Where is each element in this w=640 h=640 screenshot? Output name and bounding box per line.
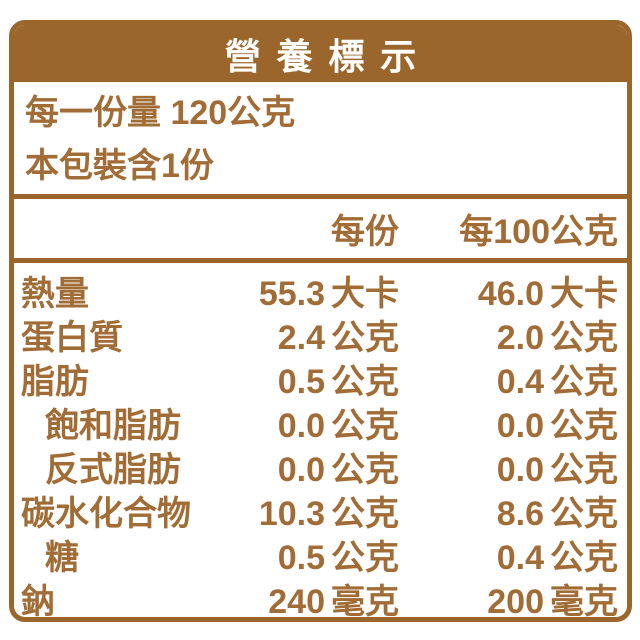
value-number: 0.4 [496,539,544,577]
value-unit: 公克 [331,495,399,533]
table-row-sodium: 鈉 240 毫克 200 毫克 [14,574,627,617]
value-unit: 公克 [550,407,618,445]
value-number: 200 [487,583,544,621]
per-100g-value: 46.0 大卡 [399,266,618,315]
page-title: 營養標示 [224,35,433,77]
title-band: 營養標示 [14,25,627,82]
value-number: 55.3 [258,275,325,313]
nutrient-table: 熱量 55.3 大卡 46.0 大卡 蛋白質 2.4 公克 2.0 公克 脂肪 0.5 公… [14,263,627,617]
nutrient-label: 反式脂肪 [45,451,181,489]
value-number: 10.3 [258,495,325,533]
value-number: 0.0 [277,407,325,445]
value-unit: 公克 [550,495,618,533]
per-serving-value: 10.3 公克 [251,486,399,535]
column-header-row: 每份 每100公克 [14,199,627,258]
value-number: 0.0 [496,451,544,489]
value-unit: 毫克 [550,583,618,621]
value-unit: 公克 [550,319,618,357]
value-unit: 公克 [550,363,618,401]
per-100g-value: 2.0 公克 [399,310,618,359]
value-unit: 大卡 [550,275,618,313]
nutrient-label: 蛋白質 [21,319,123,357]
nutrition-label-box: 營養標示 每一份量 120公克 本包裝含1份 每份 每100公克 熱量 55.3… [9,20,632,622]
per-100g-value: 0.4 公克 [399,530,618,579]
table-row-sugar: 糖 0.5 公克 0.4 公克 [14,530,627,577]
table-row-protein: 蛋白質 2.4 公克 2.0 公克 [14,310,627,357]
value-unit: 公克 [331,363,399,401]
nutrient-label: 鈉 [21,583,55,621]
per-serving-value: 2.4 公克 [251,310,399,359]
value-number: 0.5 [277,539,325,577]
nutrient-label: 碳水化合物 [21,495,191,533]
value-number: 2.4 [277,319,325,357]
per-serving-value: 0.5 公克 [251,530,399,579]
value-unit: 大卡 [331,275,399,313]
nutrient-label: 脂肪 [21,363,89,401]
value-unit: 公克 [331,407,399,445]
value-number: 0.5 [277,363,325,401]
divider [14,258,627,263]
nutrient-label: 熱量 [21,275,89,313]
per-100g-value: 200 毫克 [399,574,618,621]
value-number: 0.4 [496,363,544,401]
value-number: 2.0 [496,319,544,357]
per-100g-value: 0.0 公克 [399,442,618,491]
table-row-carbohydrate: 碳水化合物 10.3 公克 8.6 公克 [14,486,627,533]
table-row-saturated-fat: 飽和脂肪 0.0 公克 0.0 公克 [14,398,627,445]
value-number: 0.0 [496,407,544,445]
value-number: 46.0 [477,275,544,313]
serving-info-section: 每一份量 120公克 本包裝含1份 [14,82,627,194]
value-unit: 公克 [331,539,399,577]
per-serving-value: 0.0 公克 [251,398,399,447]
divider [14,194,627,199]
value-unit: 公克 [550,451,618,489]
value-unit: 公克 [550,539,618,577]
per-serving-value: 0.5 公克 [251,354,399,403]
per-100g-value: 0.4 公克 [399,354,618,403]
per-100g-value: 0.0 公克 [399,398,618,447]
value-number: 240 [268,583,325,621]
per-serving-value: 0.0 公克 [251,442,399,491]
value-number: 0.0 [277,451,325,489]
value-unit: 公克 [331,319,399,357]
servings-per-package-text: 本包裝含1份 [25,147,214,185]
nutrient-label: 糖 [45,539,79,577]
column-header-per-serving: 每份 [331,213,399,251]
column-header-per-100g: 每100公克 [459,213,618,251]
value-number: 8.6 [496,495,544,533]
nutrient-label: 飽和脂肪 [45,407,181,445]
per-100g-value: 8.6 公克 [399,486,618,535]
per-serving-value: 240 毫克 [251,574,399,621]
per-serving-value: 55.3 大卡 [251,266,399,315]
table-row-fat: 脂肪 0.5 公克 0.4 公克 [14,354,627,401]
serving-size-text: 每一份量 120公克 [25,94,296,132]
value-unit: 毫克 [331,583,399,621]
table-row-trans-fat: 反式脂肪 0.0 公克 0.0 公克 [14,442,627,489]
table-row-calories: 熱量 55.3 大卡 46.0 大卡 [14,266,627,313]
value-unit: 公克 [331,451,399,489]
